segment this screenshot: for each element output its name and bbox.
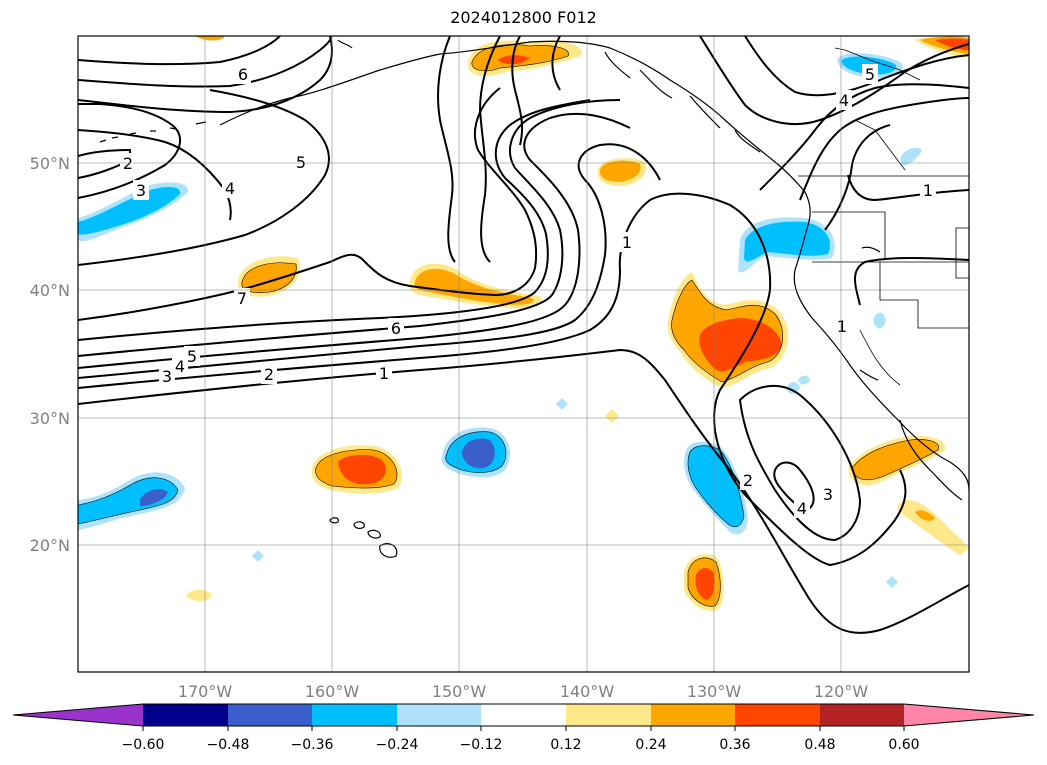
colorbar-tick-label: 0.12: [550, 737, 581, 753]
contour-label: 4: [175, 357, 185, 376]
latitude-tick-labels: 50°N 40°N 30°N 20°N: [30, 154, 70, 555]
lat-tick-label: 40°N: [30, 281, 70, 300]
colorbar-tick-label: −0.60: [122, 737, 165, 753]
lon-tick-label: 120°W: [814, 682, 869, 701]
lon-tick-label: 130°W: [687, 682, 742, 701]
colorbar-tick-label: 0.48: [804, 737, 835, 753]
lat-tick-label: 50°N: [30, 154, 70, 173]
colorbar-extend-right: [904, 704, 1034, 726]
contour-label: 2: [264, 365, 274, 384]
lat-tick-label: 30°N: [30, 409, 70, 428]
colorbar-segment: [312, 704, 397, 726]
contour-label: 3: [823, 485, 833, 504]
contour-label: 4: [225, 179, 235, 198]
contour-label: 7: [237, 289, 247, 308]
lon-tick-label: 140°W: [560, 682, 615, 701]
contour-label: 5: [187, 347, 197, 366]
colorbar-tick-label: 0.60: [888, 737, 919, 753]
colorbar-extend-left: [13, 704, 143, 726]
contour-label: 6: [391, 319, 401, 338]
contour-label: 2: [743, 471, 753, 490]
longitude-tick-labels: 170°W 160°W 150°W 140°W 130°W 120°W: [178, 682, 869, 701]
contour-label: 6: [238, 65, 248, 84]
colorbar-tick-label: −0.36: [291, 737, 334, 753]
colorbar-tick-label: −0.48: [207, 737, 250, 753]
lon-tick-label: 160°W: [305, 682, 360, 701]
contour-label: 2: [123, 154, 133, 173]
contour-label: 4: [839, 91, 849, 110]
contour-label: 1: [622, 233, 632, 252]
colorbar-segment: [820, 704, 904, 726]
colorbar-segment: [228, 704, 312, 726]
colorbar-segment: [143, 704, 228, 726]
lon-tick-label: 150°W: [432, 682, 487, 701]
contour-label: 3: [136, 181, 146, 200]
colorbar-segment: [397, 704, 481, 726]
lat-tick-label: 20°N: [30, 536, 70, 555]
colorbar: −0.60 −0.48 −0.36 −0.24 −0.12 0.12 0.24 …: [12, 703, 1035, 753]
contour-label: 1: [379, 364, 389, 383]
figure-title: 2024012800 F012: [450, 8, 597, 27]
colorbar-tick-label: −0.24: [376, 737, 419, 753]
colorbar-tick-label: 0.24: [635, 737, 666, 753]
lon-tick-label: 170°W: [178, 682, 233, 701]
map-background: [78, 36, 969, 672]
gridlines: [78, 36, 969, 672]
coastlines: [99, 39, 969, 558]
colorbar-segment: [735, 704, 820, 726]
contour-label: 5: [865, 65, 875, 84]
colorbar-segment: [566, 704, 651, 726]
contour-label: 1: [923, 181, 933, 200]
colorbar-segment: [481, 704, 566, 726]
colorbar-tick-label: 0.36: [719, 737, 750, 753]
contour-label: 1: [837, 317, 847, 336]
shading-outlines: [78, 44, 939, 607]
colorbar-segment: [651, 704, 735, 726]
contour-label: 4: [797, 499, 807, 518]
colorbar-tick-label: −0.12: [460, 737, 503, 753]
contour-label: 5: [296, 153, 306, 172]
contour-label: 3: [162, 367, 172, 386]
contour-labels: 2 3 4 6 5 7 6 5 4 3 2 1 1 1: [120, 64, 936, 518]
map-frame: [77, 35, 970, 673]
